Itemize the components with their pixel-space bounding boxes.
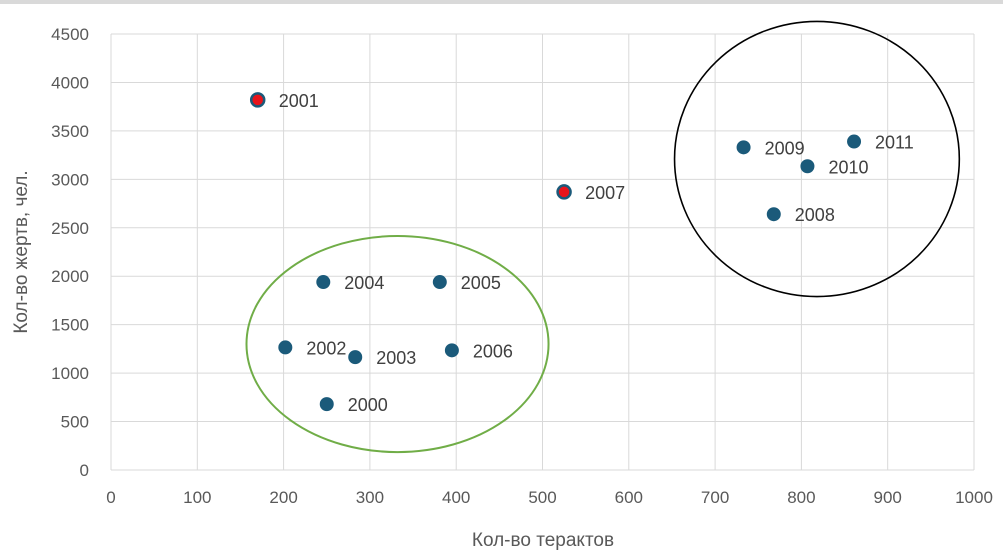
x-tick-label: 400	[442, 488, 470, 507]
data-point-2010	[800, 159, 815, 174]
black-cluster-circle	[673, 20, 961, 298]
x-tick-label: 0	[106, 488, 115, 507]
point-label-2011: 2011	[875, 133, 914, 153]
y-tick-label: 3500	[51, 122, 89, 141]
y-axis-title: Кол-во жертв, чел.	[11, 170, 32, 333]
y-tick-label: 2000	[51, 267, 89, 286]
y-tick-label: 4000	[51, 73, 89, 92]
data-point-2007	[556, 184, 572, 200]
data-point-2003	[348, 350, 363, 365]
y-tick-label: 1500	[51, 316, 89, 335]
y-axis-ticks: 0 500 1000 1500 2000 2500 3000 3500 4000 4500	[51, 25, 89, 480]
data-point-2000	[319, 397, 334, 412]
data-point-2001	[249, 92, 266, 108]
y-tick-label: 3000	[51, 170, 89, 189]
point-label-2008: 2008	[795, 205, 835, 225]
x-axis-title: Кол-во терактов	[472, 530, 614, 551]
grid-lines	[110, 33, 975, 471]
chart-top-border	[0, 0, 1003, 4]
point-labels: 2000 2001 2002 2003 2004 2005 2006 2007 2008 2009…	[279, 91, 914, 415]
data-point-2008	[766, 207, 781, 222]
green-cluster-circle	[245, 235, 550, 454]
point-label-2010: 2010	[828, 157, 868, 177]
point-label-2004: 2004	[344, 273, 384, 293]
x-tick-label: 500	[528, 488, 556, 507]
y-tick-label: 2500	[51, 219, 89, 238]
x-tick-label: 800	[787, 488, 815, 507]
y-tick-label: 1000	[51, 364, 89, 383]
data-point-2004	[316, 275, 331, 290]
data-point-2011	[847, 134, 862, 149]
point-label-2006: 2006	[473, 341, 513, 361]
x-tick-label: 300	[356, 488, 384, 507]
point-label-2001: 2001	[279, 91, 319, 111]
point-label-2005: 2005	[461, 273, 501, 293]
point-label-2000: 2000	[348, 395, 388, 415]
data-point-2009	[736, 140, 751, 155]
data-point-2006	[444, 343, 459, 358]
x-tick-label: 200	[269, 488, 297, 507]
x-tick-label: 700	[701, 488, 729, 507]
x-tick-label: 600	[615, 488, 643, 507]
point-label-2007: 2007	[585, 183, 625, 203]
x-tick-label: 1000	[955, 488, 993, 507]
y-tick-label: 0	[80, 461, 89, 480]
x-tick-label: 100	[183, 488, 211, 507]
cluster-circles	[245, 20, 961, 454]
data-points	[249, 92, 862, 412]
x-axis-ticks: 0 100 200 300 400 500 600 700 800 900 1000	[106, 488, 993, 507]
x-tick-label: 900	[874, 488, 902, 507]
point-label-2009: 2009	[765, 138, 805, 158]
point-label-2002: 2002	[306, 338, 346, 358]
y-tick-label: 500	[61, 413, 89, 432]
point-label-2003: 2003	[376, 348, 416, 368]
y-tick-label: 4500	[51, 25, 89, 44]
data-point-2005	[432, 275, 447, 290]
data-point-2002	[278, 340, 293, 355]
